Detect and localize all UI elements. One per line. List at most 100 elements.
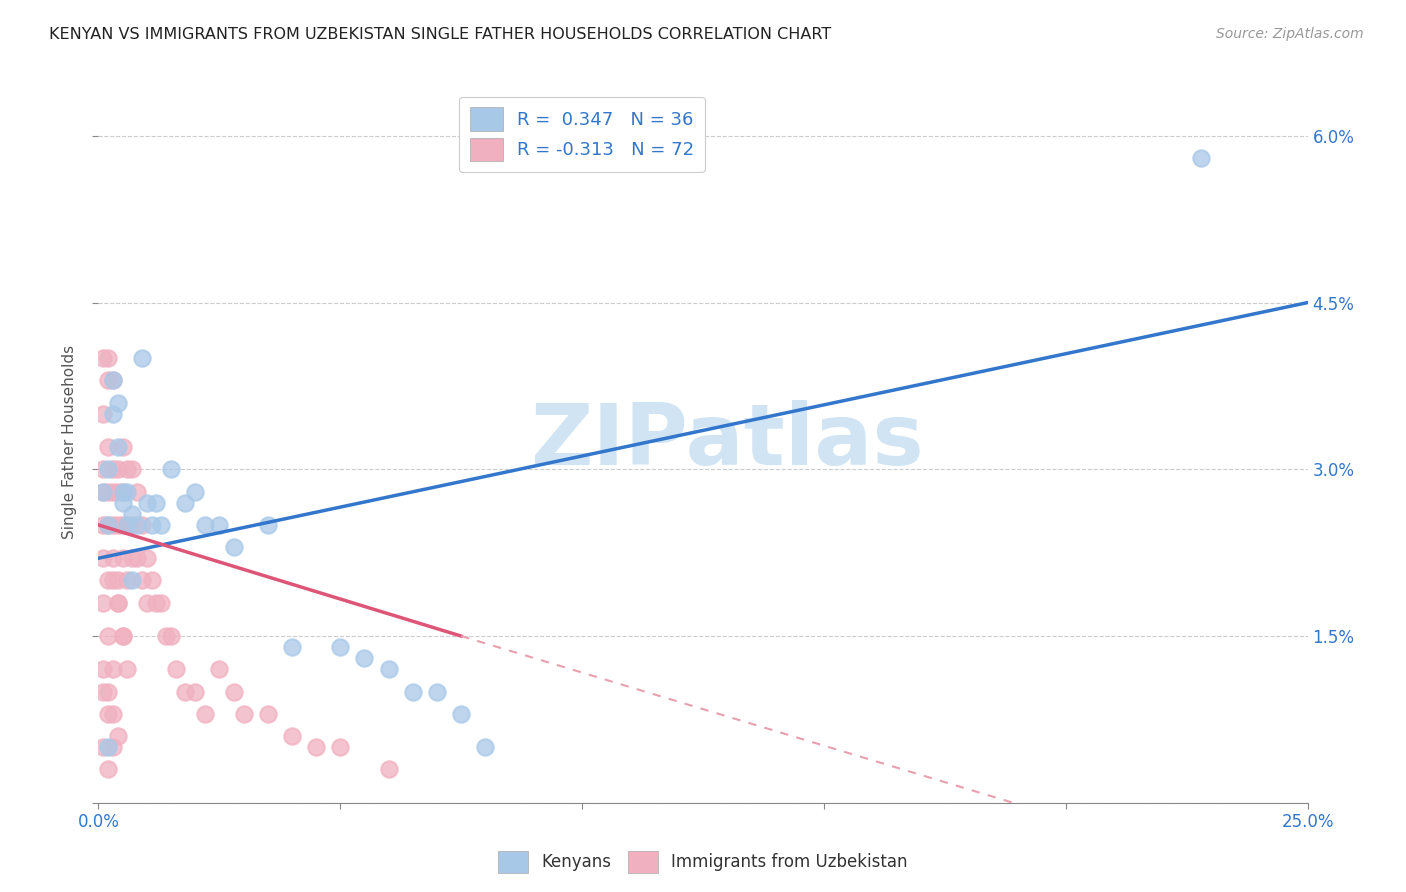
Point [91,462,114,476]
Point [121,551,143,566]
Point [91,596,114,610]
Point [174,496,197,510]
Point [111,629,134,643]
Point [111,551,134,566]
Point [402,684,425,698]
Point [91,407,114,421]
Point [232,706,254,721]
Point [101,517,124,532]
Point [222,540,245,554]
Point [111,629,134,643]
Point [194,706,217,721]
Point [474,740,496,755]
Point [107,484,129,499]
Point [101,373,124,387]
Text: KENYAN VS IMMIGRANTS FROM UZBEKISTAN SINGLE FATHER HOUSEHOLDS CORRELATION CHART: KENYAN VS IMMIGRANTS FROM UZBEKISTAN SIN… [49,27,831,42]
Legend: Kenyans, Immigrants from Uzbekistan: Kenyans, Immigrants from Uzbekistan [492,845,914,880]
Point [97,351,120,366]
Point [145,596,167,610]
Point [127,551,149,566]
Point [107,395,129,409]
Point [117,484,139,499]
Point [281,729,304,743]
Point [127,517,149,532]
Point [160,462,183,476]
Point [91,351,114,366]
Text: ZIPatlas: ZIPatlas [530,400,924,483]
Point [135,596,157,610]
Point [141,517,163,532]
Point [97,517,120,532]
Point [101,373,124,387]
Point [101,462,124,476]
Point [101,706,124,721]
Point [117,517,139,532]
Point [111,484,134,499]
Point [91,662,114,676]
Point [426,684,449,698]
Point [97,740,120,755]
Point [107,440,129,454]
Point [184,484,207,499]
Point [97,484,120,499]
Point [97,462,120,476]
Point [329,640,352,655]
Point [91,740,114,755]
Point [127,484,149,499]
Point [208,662,231,676]
Y-axis label: Single Father Households: Single Father Households [62,344,77,539]
Point [256,517,278,532]
Point [184,684,207,698]
Point [377,763,399,777]
Point [450,706,472,721]
Point [111,517,134,532]
Point [121,517,143,532]
Point [107,729,129,743]
Point [131,351,153,366]
Text: Source: ZipAtlas.com: Source: ZipAtlas.com [1216,27,1364,41]
Point [329,740,352,755]
Point [101,662,124,676]
Point [117,662,139,676]
Point [101,484,124,499]
Point [160,629,183,643]
Point [101,574,124,588]
Point [222,684,245,698]
Point [107,574,129,588]
Point [131,574,153,588]
Point [91,484,114,499]
Point [121,462,143,476]
Point [1189,151,1212,165]
Point [101,407,124,421]
Point [150,517,173,532]
Point [131,517,153,532]
Point [91,484,114,499]
Point [305,740,328,755]
Point [377,662,399,676]
Point [107,596,129,610]
Point [135,551,157,566]
Point [107,596,129,610]
Point [135,496,157,510]
Point [145,496,167,510]
Point [111,496,134,510]
Point [150,596,173,610]
Point [208,517,231,532]
Point [117,462,139,476]
Point [121,507,143,521]
Legend: R =  0.347   N = 36, R = -0.313   N = 72: R = 0.347 N = 36, R = -0.313 N = 72 [460,96,704,172]
Point [117,517,139,532]
Point [91,517,114,532]
Point [174,684,197,698]
Point [97,763,120,777]
Point [97,684,120,698]
Point [117,574,139,588]
Point [97,629,120,643]
Point [101,740,124,755]
Point [91,551,114,566]
Point [97,706,120,721]
Point [155,629,177,643]
Point [91,684,114,698]
Point [141,574,163,588]
Point [353,651,375,665]
